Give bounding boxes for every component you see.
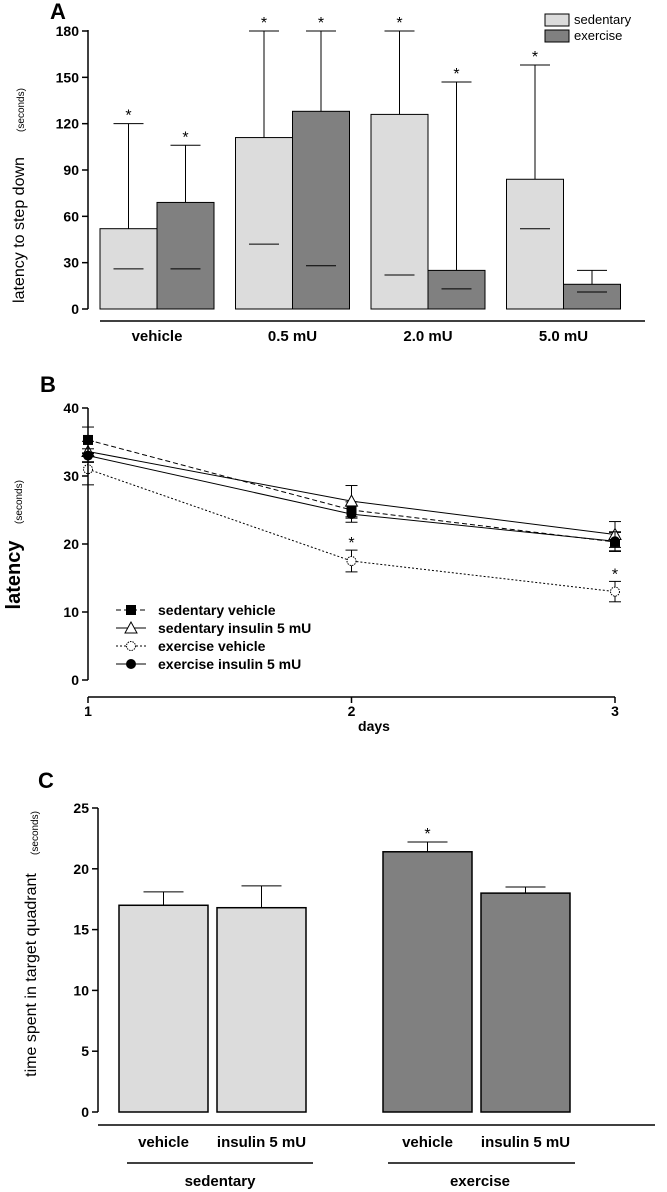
- panel-b-point-2-1: [346, 556, 357, 566]
- panel-c-category-label-2: vehicle: [402, 1134, 453, 1151]
- panel-a-significance-star-1-1: *: [318, 15, 324, 32]
- panel-b-ytick-label-4: 40: [63, 400, 79, 416]
- panel-a-category-label-0: vehicle: [132, 328, 183, 345]
- panel-a-category-label-2: 2.0 mU: [403, 328, 452, 345]
- panel-b-line-2: [87, 468, 616, 593]
- panel-a-bar-0-2: [370, 113, 429, 310]
- panel-a-legend: sedentary exercise: [544, 12, 632, 43]
- panel-b-ytick-label-2: 20: [63, 536, 79, 552]
- panel-b-ylabel: latency: [3, 540, 25, 610]
- panel-b-legend-marker-0: [126, 605, 136, 615]
- panel-a-ytick-label-5: 150: [56, 69, 80, 85]
- panel-c-label: C: [38, 768, 54, 793]
- panel-c-bar-1: [216, 906, 307, 1113]
- panel-b-legend: sedentary vehicle sedentary insulin 5 mU e…: [116, 602, 311, 672]
- panel-c-group-label-1: exercise: [450, 1173, 510, 1190]
- panel-c-ytick-label-4: 20: [73, 861, 89, 877]
- legend-label-exercise: exercise: [574, 28, 622, 43]
- panel-b-ytick-label-1: 10: [63, 604, 79, 620]
- panel-b-xtick-label-0: 1: [84, 703, 92, 719]
- panel-a-ytick-label-0: 0: [71, 301, 79, 317]
- panel-a-bar-1-0: [156, 201, 215, 310]
- panel-a-significance-star-1-2: *: [453, 66, 459, 83]
- panel-c: C * 0 5 10 15 20 25 vehicle insulin 5 mU vehicle…: [23, 768, 655, 1190]
- panel-b-legend-marker-1: [124, 620, 138, 634]
- panel-b-legend-label-0: sedentary vehicle: [158, 602, 276, 618]
- panel-a-yunit: (seconds): [16, 88, 27, 132]
- panel-b-significance-star-2-2: *: [612, 566, 618, 583]
- panel-a-significance-star-0-2: *: [396, 15, 402, 32]
- panel-c-significance-star-2: *: [424, 826, 430, 843]
- panel-b-significance-star-2-1: *: [348, 535, 354, 552]
- panel-a-ytick-label-2: 60: [63, 208, 79, 224]
- panel-a-significance-star-1-0: *: [182, 129, 188, 146]
- panel-c-ytick-label-0: 0: [81, 1104, 89, 1120]
- panel-b: B * * 0 10 20 30 40 1 2 3 latency (seconds) days…: [3, 372, 622, 734]
- panel-b-legend-marker-3: [126, 659, 136, 669]
- panel-c-ylabel: time spent in target quadrant: [23, 873, 40, 1077]
- panel-b-xtick-label-2: 3: [611, 703, 619, 719]
- panel-b-xtick-label-1: 2: [348, 703, 356, 719]
- panel-a-bar-0-3: [506, 178, 564, 310]
- panel-a-bar-1-1: [292, 110, 350, 310]
- legend-label-sedentary: sedentary: [574, 12, 632, 27]
- panel-b-ytick-label-3: 30: [63, 468, 79, 484]
- panel-c-ytick-label-3: 15: [73, 922, 89, 938]
- panel-b-legend-label-1: sedentary insulin 5 mU: [158, 620, 311, 636]
- panel-a-significance-star-0-1: *: [261, 15, 267, 32]
- panel-b-ytick-label-0: 0: [71, 672, 79, 688]
- panel-a-significance-star-0-0: *: [125, 108, 131, 125]
- panel-c-group-label-0: sedentary: [185, 1173, 257, 1190]
- legend-swatch-sedentary: [544, 13, 570, 27]
- panel-b-legend-marker-2: [126, 641, 136, 651]
- panel-c-category-label-3: insulin 5 mU: [481, 1134, 570, 1151]
- panel-b-xlabel: days: [358, 718, 390, 734]
- panel-a-bar-0-1: [235, 137, 293, 310]
- panel-b-point-2-2: [610, 586, 620, 597]
- panel-a-bar-1-2: [427, 269, 486, 310]
- panel-a-category-label-3: 5.0 mU: [539, 328, 588, 345]
- panel-a-ytick-label-6: 180: [56, 23, 80, 39]
- panel-a-ytick-label-1: 30: [63, 255, 79, 271]
- panel-c-bar-2: [382, 851, 473, 1113]
- panel-b-legend-label-3: exercise insulin 5 mU: [158, 656, 301, 672]
- panel-b-point-3-2: [610, 536, 620, 547]
- panel-a-ytick-label-3: 90: [63, 162, 79, 178]
- panel-c-bar-0: [118, 904, 209, 1113]
- panel-c-yunit: (seconds): [30, 811, 41, 855]
- panel-a-category-label-1: 0.5 mU: [268, 328, 317, 345]
- panel-b-point-3-1: [346, 509, 357, 520]
- panel-c-ytick-label-1: 5: [81, 1043, 89, 1059]
- panel-a: A * * * * * * * 0 30 60 90 120 150 180 vehicle 0.5 mU 2…: [11, 0, 645, 345]
- panel-c-ytick-label-5: 25: [73, 800, 89, 816]
- panel-b-legend-label-2: exercise vehicle: [158, 638, 266, 654]
- panel-a-significance-star-0-3: *: [532, 49, 538, 66]
- panel-b-yunit: (seconds): [14, 480, 25, 524]
- legend-swatch-exercise: [544, 29, 570, 43]
- panel-a-label: A: [50, 0, 66, 24]
- panel-c-ytick-label-2: 10: [73, 982, 89, 998]
- panel-c-category-label-1: insulin 5 mU: [217, 1134, 306, 1151]
- panel-c-bar-3: [480, 892, 571, 1113]
- panel-c-category-label-0: vehicle: [138, 1134, 189, 1151]
- panel-a-bar-1-3: [563, 283, 621, 310]
- panel-a-ytick-label-4: 120: [56, 116, 80, 132]
- panel-a-ylabel: latency to step down: [11, 157, 28, 303]
- panel-b-label: B: [40, 372, 56, 397]
